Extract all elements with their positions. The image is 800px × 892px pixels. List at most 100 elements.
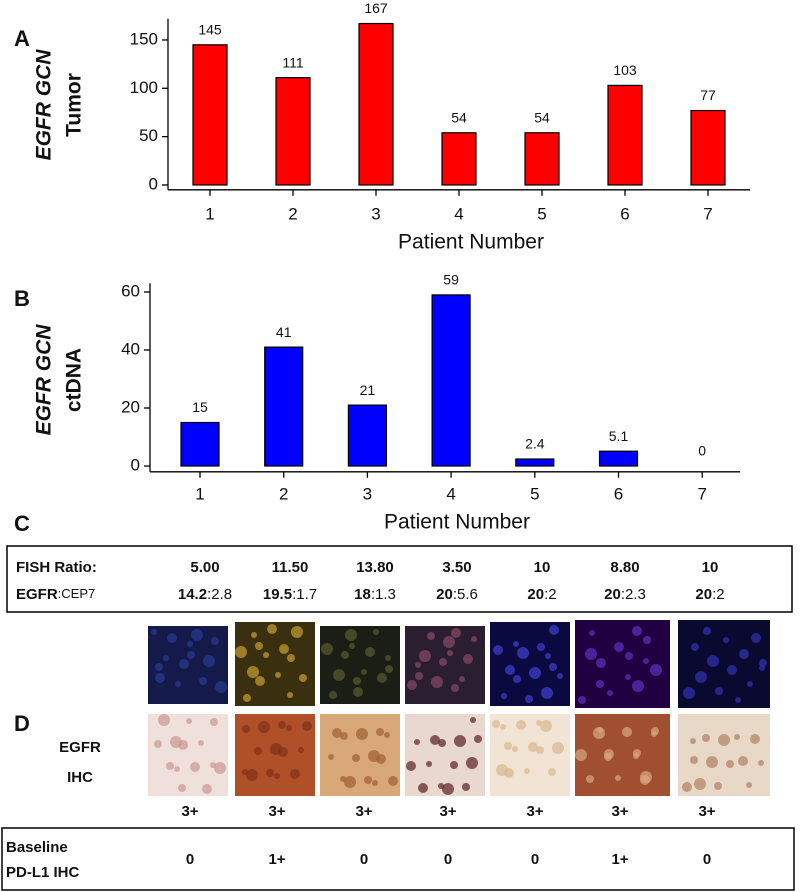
fish-pair-bold: 14.2 — [178, 586, 207, 603]
fish-pair-rest: :2 — [712, 586, 725, 603]
image-texture — [726, 760, 734, 768]
image-texture — [365, 647, 375, 657]
image-texture — [178, 784, 186, 792]
value-label: 77 — [700, 87, 716, 103]
value-label: 2.4 — [525, 436, 545, 452]
ihc-score: 3+ — [611, 803, 628, 820]
image-texture — [170, 736, 182, 748]
image-texture — [451, 684, 459, 692]
image-texture — [549, 663, 557, 671]
fish-pair-bold: 18 — [354, 586, 371, 603]
image-texture — [267, 624, 277, 634]
fish-pair: 20:2 — [695, 586, 724, 603]
image-texture — [643, 658, 649, 664]
image-texture — [364, 776, 372, 784]
image-texture — [466, 757, 478, 769]
y-tick-label: 20 — [121, 397, 140, 416]
fish-pair: 18:1.3 — [354, 586, 396, 603]
image-texture — [604, 749, 614, 759]
image-texture — [513, 641, 519, 647]
image-texture — [242, 769, 248, 775]
ihc-label: EGFR — [59, 739, 101, 756]
image-texture — [585, 648, 597, 660]
y-axis-label: EGFR GCN — [33, 324, 56, 436]
bar — [524, 132, 560, 186]
x-tick-label: 1 — [205, 204, 214, 223]
image-texture — [287, 692, 293, 698]
x-tick-label: 7 — [703, 204, 712, 223]
image-texture — [651, 727, 659, 735]
bar — [275, 77, 311, 186]
image-texture — [345, 629, 357, 641]
image-texture — [517, 647, 529, 659]
fish-image — [490, 622, 570, 706]
image-texture — [524, 768, 530, 774]
image-texture — [615, 775, 621, 781]
image-texture — [151, 629, 157, 635]
image-texture — [255, 676, 265, 686]
image-texture — [215, 681, 227, 693]
image-texture — [596, 658, 606, 668]
image-texture — [332, 728, 342, 738]
pdl1-label: Baseline — [6, 839, 68, 856]
value-label: 15 — [192, 399, 208, 415]
image-texture — [746, 782, 752, 788]
image-texture — [739, 649, 749, 659]
fish-pair-bold: 19.5 — [263, 586, 292, 603]
bar — [598, 450, 639, 467]
image-texture — [541, 687, 553, 699]
image-texture — [254, 747, 262, 755]
y-tick-label: 100 — [130, 78, 158, 97]
image-texture — [191, 629, 203, 641]
image-texture — [415, 672, 423, 680]
value-label: 54 — [451, 109, 467, 125]
image-texture — [505, 665, 515, 675]
image-texture — [516, 720, 526, 730]
ihc-score: 3+ — [698, 803, 715, 820]
image-texture — [690, 756, 698, 764]
image-texture — [275, 672, 281, 678]
image-texture — [210, 762, 216, 768]
image-texture — [426, 761, 432, 767]
y-axis-label: ctDNA — [63, 348, 86, 412]
fish-pair-label-bold: EGFR — [16, 586, 58, 603]
panel-label: D — [14, 711, 30, 736]
image-texture — [632, 626, 642, 636]
value-label: 111 — [282, 54, 303, 70]
fish-pair-label: EGFR:CEP7 — [16, 586, 95, 603]
ihc-score: 3+ — [268, 803, 285, 820]
image-texture — [759, 659, 767, 667]
ihc-image — [320, 714, 400, 796]
x-axis-label: Patient Number — [398, 231, 544, 254]
image-texture — [470, 717, 476, 723]
image-texture — [702, 734, 710, 742]
fish-pair: 19.5:1.7 — [263, 586, 317, 603]
image-texture — [258, 721, 270, 733]
image-texture — [738, 756, 748, 766]
fish-pair-bold: 20 — [604, 586, 621, 603]
image-texture — [167, 633, 177, 643]
ihc-image — [575, 714, 670, 796]
y-tick-label: 0 — [149, 174, 158, 193]
image-texture — [158, 714, 170, 726]
image-texture — [537, 643, 545, 651]
image-texture — [186, 718, 192, 724]
image-texture — [414, 739, 420, 745]
image-texture — [341, 651, 349, 659]
image-texture — [597, 727, 603, 733]
image-texture — [575, 749, 587, 761]
image-texture — [625, 674, 631, 680]
x-tick-label: 3 — [363, 484, 372, 503]
image-texture — [199, 677, 207, 685]
image-texture — [529, 667, 541, 679]
ihc-score: 3+ — [439, 803, 456, 820]
image-texture — [198, 740, 204, 746]
ihc-image — [405, 714, 485, 796]
image-texture — [163, 655, 169, 661]
bar — [431, 294, 471, 467]
value-label: 0 — [698, 443, 706, 459]
image-texture — [270, 743, 282, 755]
value-label: 41 — [276, 324, 292, 340]
image-texture — [454, 735, 466, 747]
fish-table-box — [6, 545, 793, 613]
